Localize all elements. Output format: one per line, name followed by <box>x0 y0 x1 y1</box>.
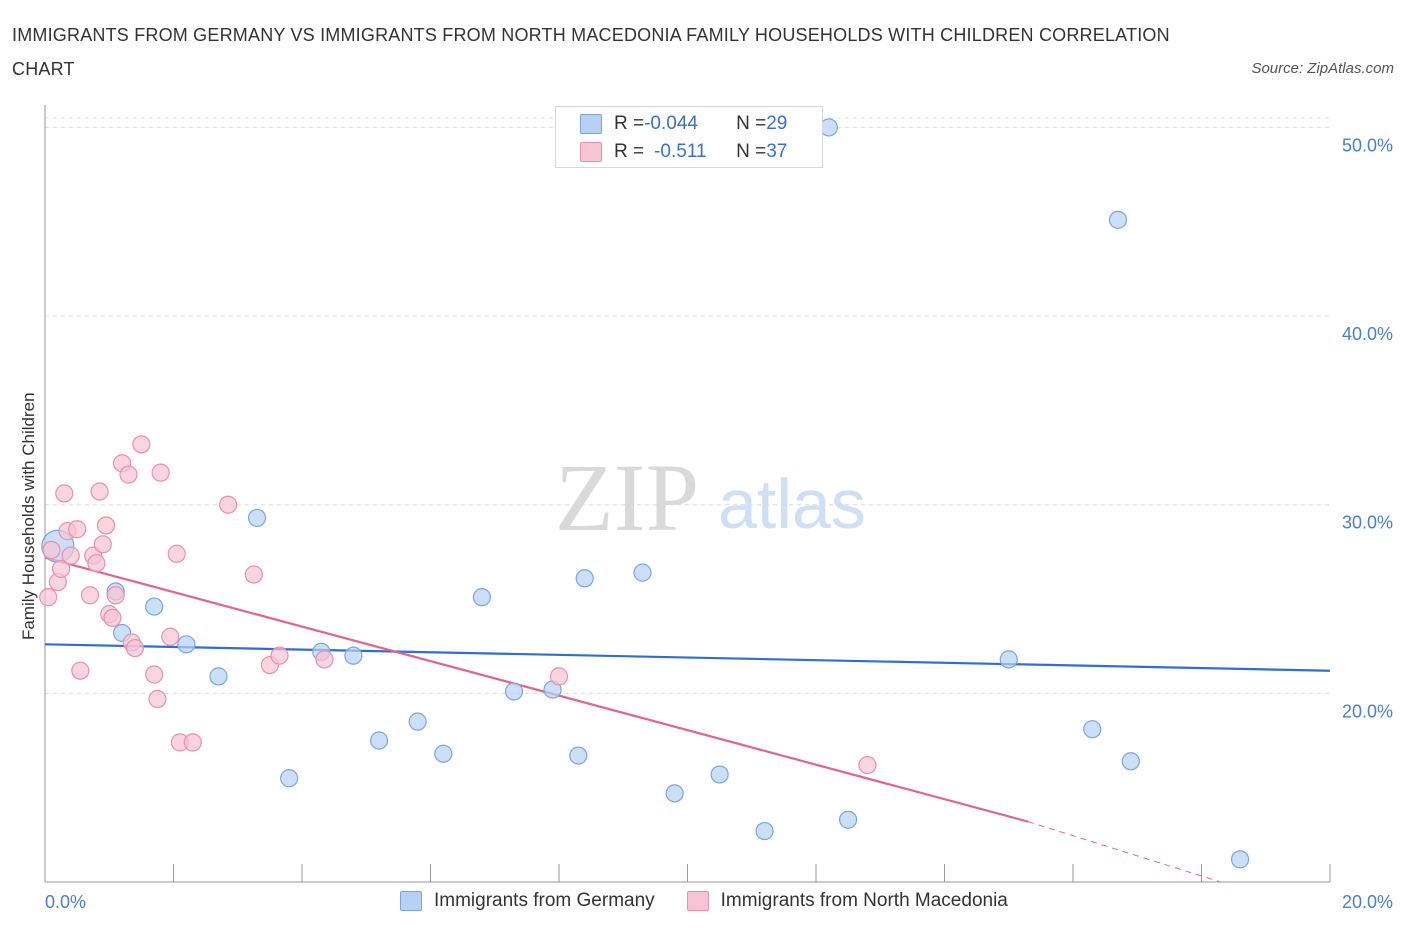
germany-point-20 <box>710 765 729 784</box>
macedonia-point-14 <box>96 516 116 535</box>
germany-point-10 <box>370 731 389 750</box>
germany-point-21 <box>755 821 774 841</box>
germany-n-value: 29 <box>766 113 788 134</box>
germany-swatch <box>580 114 602 134</box>
macedonia-point-0 <box>39 588 58 607</box>
macedonia-point-23 <box>145 665 164 684</box>
source-label: Source: ZipAtlas.com <box>1251 60 1394 77</box>
germany-point-12 <box>434 744 453 763</box>
germany-r-value: -0.044 <box>644 113 698 134</box>
tick-labels: 20.0% 30.0% 40.0% 50.0% 0.0% 20.0% <box>45 135 1393 912</box>
germany-point-5 <box>209 667 228 686</box>
germany-point-26 <box>1108 210 1128 229</box>
macedonia-point-11 <box>87 554 106 573</box>
germany-point-4 <box>177 635 196 654</box>
macedonia-point-6 <box>61 546 80 565</box>
germany-point-13 <box>472 588 491 607</box>
y-tick-label-3: 50.0% <box>1342 135 1393 155</box>
macedonia-point-36 <box>858 755 877 775</box>
germany-point-6 <box>247 508 267 528</box>
correlation-legend: R = -0.044 N = 29 R = -0.511 N = 37 <box>555 106 823 168</box>
x-tick-label-0: 0.0% <box>45 892 86 912</box>
macedonia-point-1 <box>42 540 61 560</box>
macedonia-point-7 <box>68 520 87 539</box>
y-axis-label: Family Households with Children <box>19 392 38 640</box>
germany-n-label: N = <box>736 113 767 134</box>
y-tick-label-0: 20.0% <box>1342 701 1393 721</box>
chart-title: IMMIGRANTS FROM GERMANY VS IMMIGRANTS FR… <box>12 25 1170 79</box>
macedonia-point-19 <box>119 465 138 484</box>
germany-point-23 <box>839 810 858 829</box>
macedonia-point-27 <box>167 544 186 563</box>
macedonia-point-22 <box>132 435 151 454</box>
trendlines <box>44 556 1331 883</box>
macedonia-point-31 <box>244 565 263 584</box>
germany-point-3 <box>145 597 164 616</box>
germany-point-16 <box>569 746 588 765</box>
macedonia-point-9 <box>80 586 100 605</box>
macedonia-r-label: R = <box>614 141 645 162</box>
legend-row-germany: R = -0.044 N = 29 <box>580 111 787 137</box>
germany-point-19 <box>665 784 684 803</box>
macedonia-n-label: N = <box>736 141 767 162</box>
germany-r-label: R = <box>614 113 645 134</box>
germany-point-14 <box>504 682 524 701</box>
macedonia-legend-swatch <box>686 891 709 911</box>
macedonia-swatch <box>580 142 602 162</box>
macedonia-legend-label: Immigrants from North Macedonia <box>720 890 1008 911</box>
gridlines <box>45 117 1330 694</box>
germany-point-7 <box>280 769 299 788</box>
macedonia-point-16 <box>103 608 122 628</box>
germany-point-24 <box>999 650 1018 669</box>
trendline-0 <box>44 643 1331 672</box>
legend-item-germany[interactable]: Immigrants from Germany <box>400 890 655 912</box>
macedonia-point-25 <box>151 463 170 482</box>
macedonia-point-33 <box>270 646 289 665</box>
watermark-atlas: atlas <box>718 465 866 543</box>
germany-point-11 <box>408 712 427 731</box>
data-points <box>39 118 1250 869</box>
germany-point-25 <box>1083 720 1102 739</box>
series-legend: Immigrants from Germany Immigrants from … <box>400 890 1040 912</box>
germany-point-9 <box>344 646 363 665</box>
trendline-1 <box>44 556 1029 823</box>
y-tick-label-1: 30.0% <box>1342 513 1393 533</box>
macedonia-point-13 <box>93 535 112 554</box>
macedonia-point-35 <box>549 667 569 686</box>
germany-point-18 <box>633 563 652 582</box>
x-tick-label-1: 20.0% <box>1342 892 1393 912</box>
germany-legend-label: Immigrants from Germany <box>434 890 655 911</box>
macedonia-point-8 <box>71 661 90 680</box>
macedonia-point-3 <box>51 559 71 578</box>
germany-legend-swatch <box>400 891 422 911</box>
macedonia-point-26 <box>161 627 180 646</box>
macedonia-point-24 <box>148 689 167 709</box>
macedonia-r-value: -0.511 <box>654 141 707 162</box>
macedonia-n-value: 37 <box>766 141 788 162</box>
macedonia-point-34 <box>315 650 334 669</box>
germany-point-17 <box>575 569 594 588</box>
germany-point-28 <box>1230 850 1250 869</box>
trendline-2 <box>1027 821 1221 883</box>
legend-row-macedonia: R = -0.511 N = 37 <box>580 139 787 165</box>
macedonia-point-30 <box>219 495 238 514</box>
germany-point-27 <box>1121 752 1140 771</box>
y-tick-label-2: 40.0% <box>1342 324 1393 344</box>
legend-item-macedonia[interactable]: Immigrants from North Macedonia <box>686 890 1008 912</box>
watermark-zip: ZIP <box>555 444 699 551</box>
macedonia-point-29 <box>183 733 202 752</box>
macedonia-point-4 <box>55 484 74 503</box>
macedonia-point-12 <box>90 482 109 501</box>
axes <box>44 105 1331 883</box>
macedonia-point-21 <box>125 638 145 658</box>
macedonia-point-17 <box>106 586 125 605</box>
